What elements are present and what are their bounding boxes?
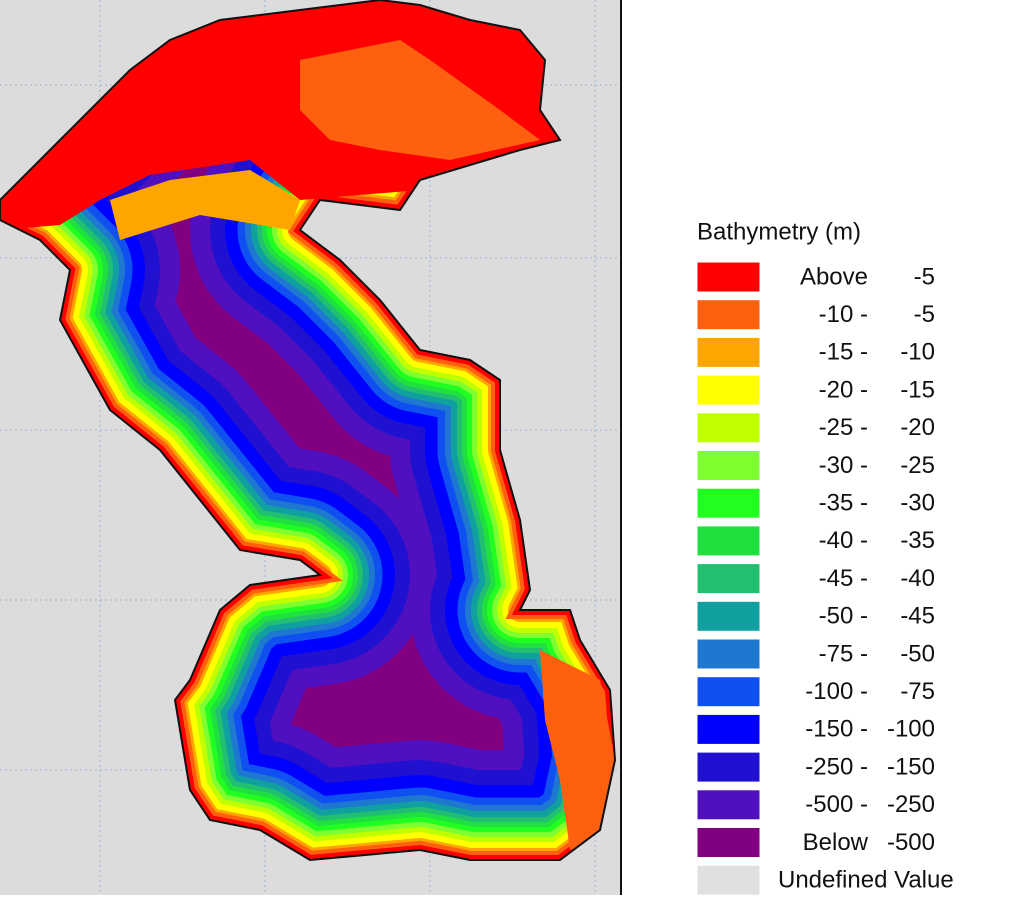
coastline xyxy=(0,0,617,862)
legend-label: -25 xyxy=(900,452,935,479)
legend-label: -30 xyxy=(900,490,935,517)
legend-swatch xyxy=(696,864,761,896)
legend-label: -5 xyxy=(914,301,935,328)
legend-swatch xyxy=(696,336,761,368)
legend-swatch xyxy=(696,751,761,783)
legend-swatch xyxy=(696,638,761,670)
legend-label: -20 - xyxy=(819,376,868,403)
legend-label: Above xyxy=(800,263,868,290)
legend-swatch xyxy=(696,713,761,745)
legend-label: -150 xyxy=(887,753,935,780)
legend-label: -15 xyxy=(900,376,935,403)
legend-label: -250 - xyxy=(805,753,868,780)
legend-label: -500 xyxy=(887,829,935,856)
legend-label: -40 xyxy=(900,565,935,592)
legend-swatch xyxy=(696,827,761,858)
legend: Above -5 -10 - -5 -15 - -10 -20 - -15 -25 - -20 -3… xyxy=(696,261,954,896)
legend-label: Undefined Value xyxy=(778,867,954,894)
legend-label: Below xyxy=(803,829,869,856)
legend-swatch xyxy=(696,261,761,293)
legend-swatch xyxy=(696,374,761,406)
south-east-shelf xyxy=(540,650,615,850)
legend-label: -25 - xyxy=(819,414,868,441)
legend-swatch xyxy=(696,563,761,595)
legend-label: -35 xyxy=(900,527,935,554)
legend-label: -50 - xyxy=(819,603,868,630)
legend-label: -45 - xyxy=(819,565,868,592)
north-slope xyxy=(110,170,300,240)
legend-label: -10 - xyxy=(819,301,868,328)
legend-label: -50 xyxy=(900,640,935,667)
legend-label: -45 xyxy=(900,603,935,630)
legend-swatch xyxy=(696,600,761,632)
north-shelf-mid xyxy=(300,40,540,160)
legend-swatch xyxy=(696,487,761,519)
legend-label: -10 xyxy=(900,339,935,366)
legend-label: -150 - xyxy=(805,716,868,743)
legend-swatch xyxy=(696,299,761,331)
legend-swatch xyxy=(696,676,761,708)
legend-label: -15 - xyxy=(819,339,868,366)
legend-label: -35 - xyxy=(819,490,868,517)
legend-title: Bathymetry (m) xyxy=(697,218,861,245)
legend-label: -100 - xyxy=(805,678,868,705)
legend-swatch xyxy=(696,525,761,557)
legend-label: -40 - xyxy=(819,527,868,554)
legend-label: -500 - xyxy=(805,791,868,818)
legend-label: -100 xyxy=(887,716,935,743)
legend-label: -250 xyxy=(887,791,935,818)
legend-swatch xyxy=(696,789,761,821)
legend-label: -30 - xyxy=(819,452,868,479)
legend-label: -75 xyxy=(900,678,935,705)
legend-label: -20 xyxy=(900,414,935,441)
legend-swatch xyxy=(696,412,761,444)
legend-swatch xyxy=(696,450,761,481)
legend-label: -5 xyxy=(914,263,935,290)
legend-label: -75 - xyxy=(819,640,868,667)
